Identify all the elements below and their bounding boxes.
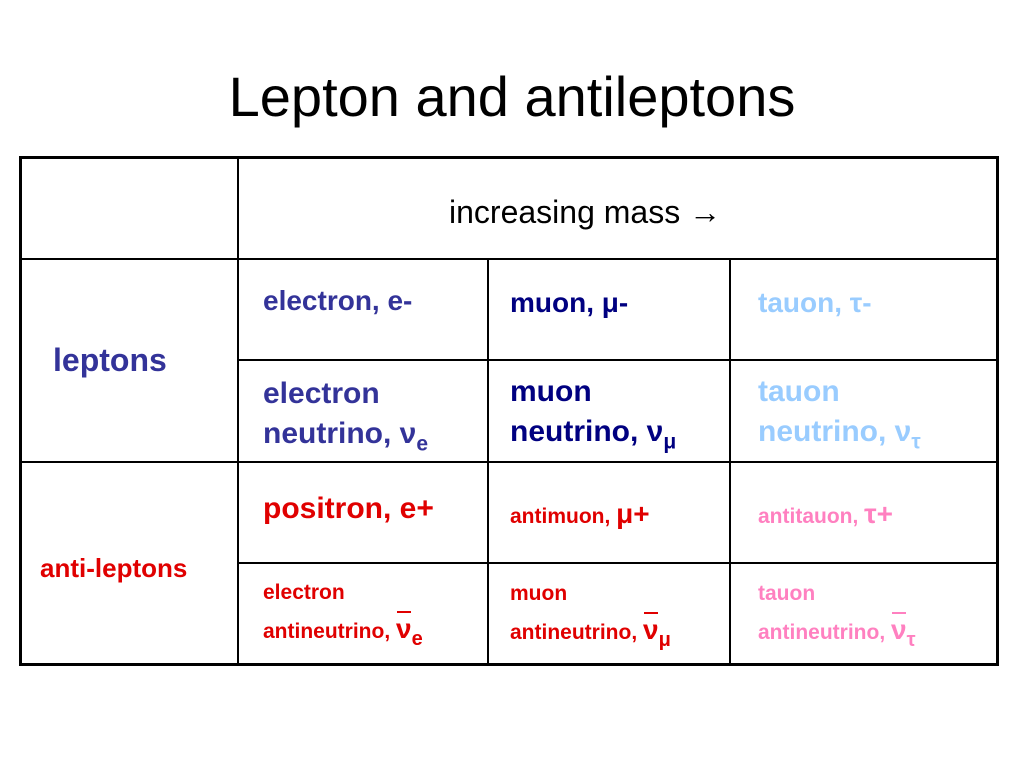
electron-antineutrino-line1: electron (263, 581, 345, 604)
muon-antineutrino-line2: antineutrino, νμ (510, 612, 671, 651)
positron-cell: positron, e+ (263, 492, 434, 525)
table-border-right (996, 156, 999, 666)
electron-antineutrino-subscript: e (411, 628, 423, 650)
antitauon-cell: antitauon, τ+ (758, 498, 893, 530)
antimuon-cell: antimuon, μ+ (510, 498, 650, 530)
table-rule (238, 562, 999, 564)
tau-antineutrino-line2: antineutrino, ντ (758, 612, 916, 651)
electron-neutrino-line2: neutrino, νe (263, 414, 428, 454)
electron-neutrino-subscript: e (416, 432, 429, 456)
tau-antineutrino-line1: tauon (758, 582, 816, 605)
muon-cell: muon, μ- (510, 287, 629, 318)
table-rule (237, 156, 239, 666)
page-title: Lepton and antileptons (228, 65, 796, 128)
muon-antineutrino-text: antineutrino, (510, 621, 638, 644)
table-border-bottom (19, 663, 999, 666)
tau-neutrino-cell: tauon neutrino, ντ (758, 372, 921, 452)
tau-antineutrino-cell: tauon antineutrino, ντ (758, 576, 916, 651)
table-rule (729, 258, 731, 666)
antimuon-symbol: μ+ (616, 498, 650, 529)
electron-neutrino-text: neutrino, ν (263, 417, 417, 450)
electron-cell: electron, e- (263, 285, 413, 316)
muon-antineutrino-cell: muon antineutrino, νμ (510, 576, 671, 651)
table-rule (19, 461, 999, 463)
muon-neutrino-subscript: μ (663, 430, 677, 454)
increasing-mass-label: increasing mass → (449, 194, 722, 230)
table-rule (238, 359, 999, 361)
tau-neutrino-line2: neutrino, ντ (758, 412, 921, 452)
muon-neutrino-cell: muon neutrino, νμ (510, 372, 676, 452)
electron-antineutrino-cell: electron antineutrino, νe (263, 575, 423, 650)
electron-antineutrino-line2: antineutrino, νe (263, 611, 423, 650)
lepton-table: increasing mass → leptons anti-leptons e… (19, 156, 999, 666)
electron-antineutrino-text: antineutrino, (263, 620, 391, 643)
tau-antineutrino-subscript: τ (906, 629, 916, 651)
table-rule (19, 258, 999, 260)
table-rule (487, 258, 489, 666)
antileptons-row-label: anti-leptons (40, 553, 188, 583)
muon-neutrino-text: neutrino, ν (510, 415, 664, 448)
antitauon-text: antitauon, (758, 505, 865, 528)
electron-neutrino-line1: electron (263, 377, 380, 410)
muon-antineutrino-line1: muon (510, 582, 568, 605)
tauon-cell: tauon, τ- (758, 287, 872, 318)
muon-antineutrino-subscript: μ (658, 629, 671, 651)
tau-antineutrino-text: antineutrino, (758, 621, 886, 644)
table-border-left (19, 156, 22, 666)
antineutrino-symbol: ν (396, 611, 412, 647)
antimuon-text: antimuon, (510, 505, 617, 528)
electron-neutrino-cell: electron neutrino, νe (263, 374, 428, 454)
tau-neutrino-subscript: τ (911, 430, 921, 454)
tau-neutrino-line1: tauon (758, 375, 840, 408)
muon-neutrino-line1: muon (510, 375, 592, 408)
leptons-row-label: leptons (53, 342, 167, 378)
antineutrino-symbol: ν (891, 612, 907, 648)
muon-neutrino-line2: neutrino, νμ (510, 412, 676, 452)
antineutrino-symbol: ν (643, 612, 659, 648)
tau-neutrino-text: neutrino, ν (758, 415, 912, 448)
antitauon-symbol: τ+ (864, 498, 894, 529)
table-border-top (19, 156, 999, 159)
